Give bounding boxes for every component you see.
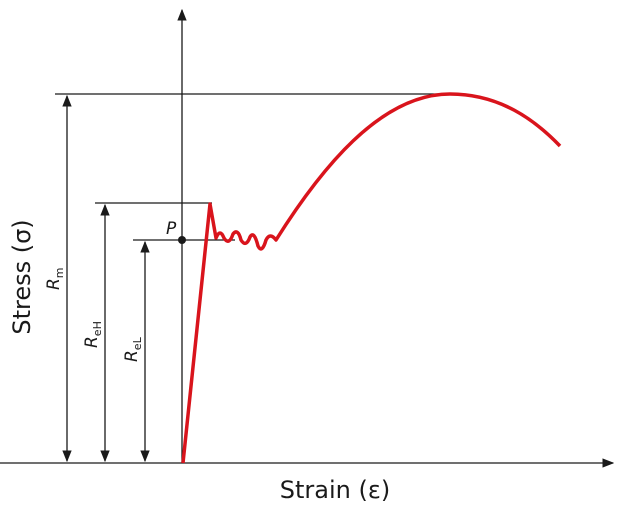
x-axis-label: Strain (ε) xyxy=(280,476,390,504)
subscript: m xyxy=(53,267,66,278)
rel-label: ReL xyxy=(122,336,144,362)
stress-strain-curve xyxy=(181,92,562,464)
point-p xyxy=(178,236,186,244)
rm-label: Rm xyxy=(44,267,66,290)
reh-label: ReH xyxy=(82,321,104,348)
y-axis-label: Stress (σ) xyxy=(8,219,36,334)
point-label: P xyxy=(166,219,177,239)
symbol: R xyxy=(44,278,64,290)
symbol: R xyxy=(122,350,142,362)
symbol: R xyxy=(82,336,102,348)
subscript: eH xyxy=(91,321,104,336)
subscript: eL xyxy=(131,336,144,350)
